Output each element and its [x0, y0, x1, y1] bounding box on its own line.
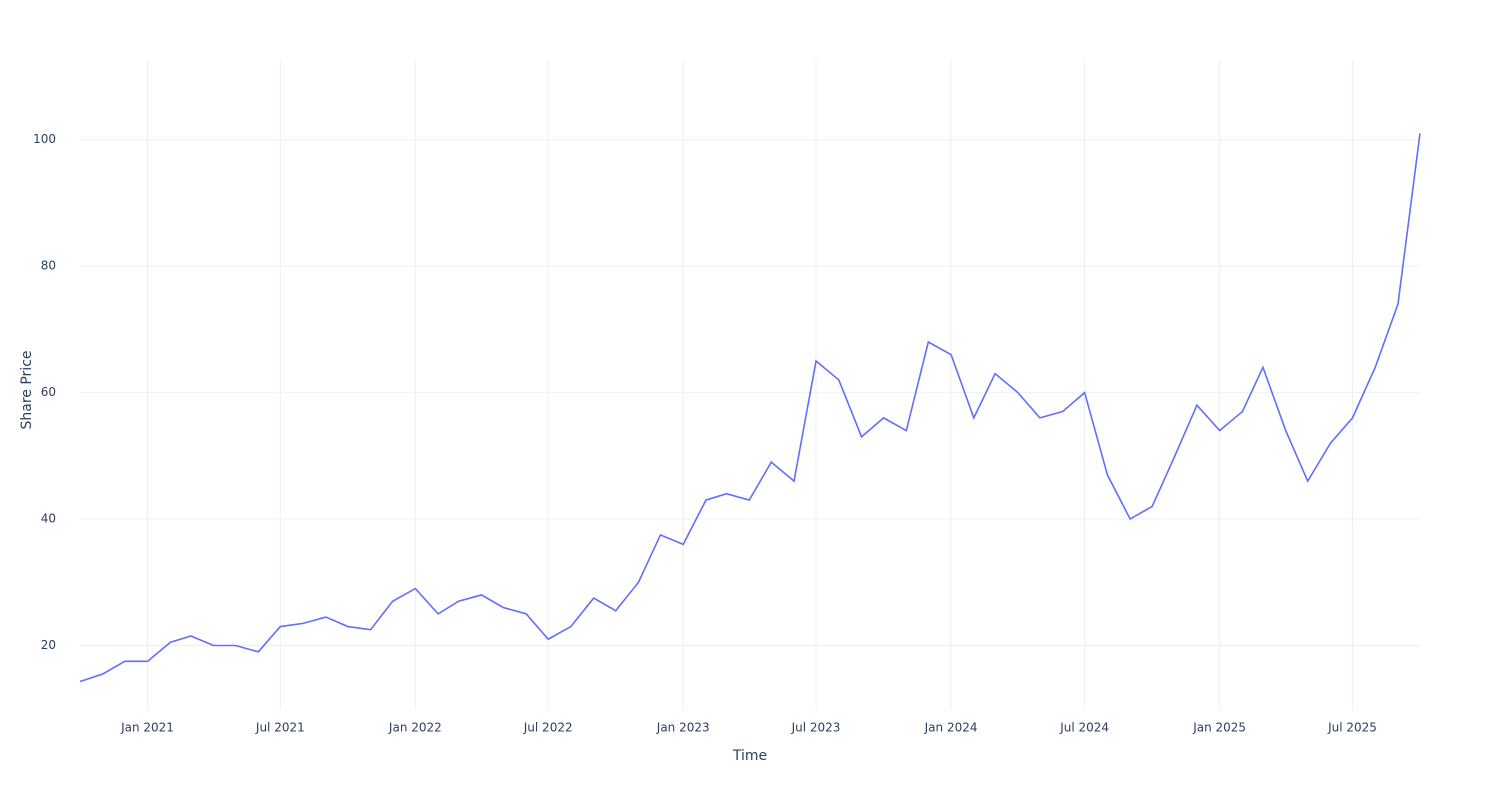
x-tick-label: Jul 2025 [1327, 721, 1377, 735]
y-tick-label: 80 [41, 259, 56, 273]
x-axis-title: Time [732, 748, 767, 764]
x-tick-label: Jul 2024 [1059, 721, 1109, 735]
y-tick-label: 20 [41, 638, 56, 652]
x-tick-label: Jan 2024 [924, 721, 978, 735]
x-tick-label: Jan 2025 [1192, 721, 1246, 735]
x-tick-label: Jan 2023 [656, 721, 710, 735]
x-tick-label: Jul 2022 [523, 721, 573, 735]
x-tick-label: Jan 2022 [388, 721, 442, 735]
x-tick-label: Jan 2021 [120, 721, 174, 735]
x-tick-label: Jul 2023 [791, 721, 841, 735]
price-line [79, 133, 1421, 683]
y-tick-label: 60 [41, 385, 56, 399]
x-tick-label: Jul 2021 [255, 721, 305, 735]
y-tick-label: 100 [33, 132, 56, 146]
y-tick-label: 40 [41, 512, 56, 526]
y-axis-title: Share Price [19, 350, 35, 429]
